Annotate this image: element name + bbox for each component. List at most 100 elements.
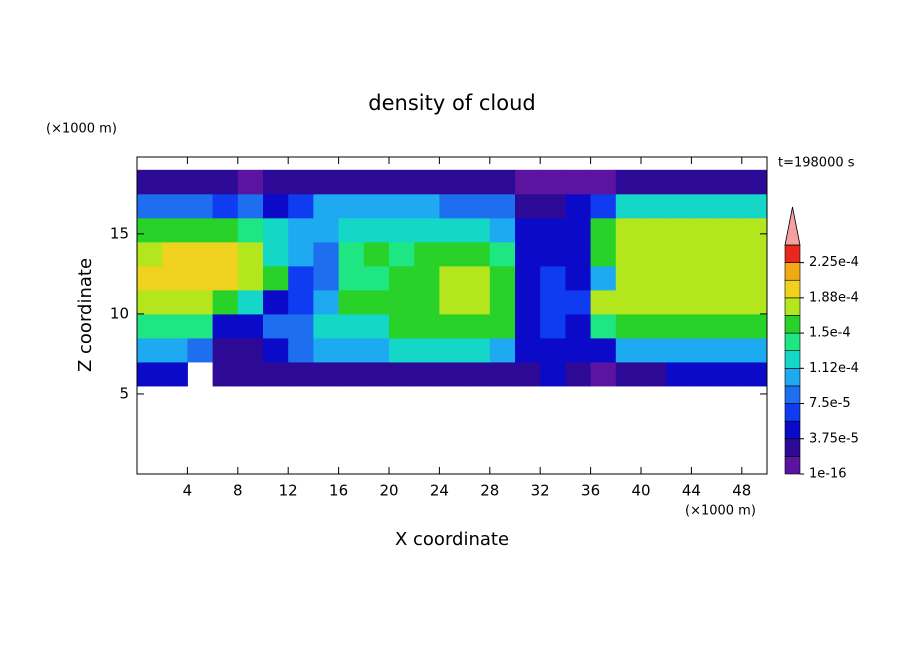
field-cell — [641, 217, 667, 243]
field-cell — [288, 265, 314, 291]
field-cell — [464, 313, 491, 339]
field-cell — [187, 289, 214, 315]
field-cell — [565, 217, 592, 243]
field-cell — [363, 361, 390, 387]
field-cell — [389, 217, 415, 243]
field-cell — [137, 361, 163, 387]
colorbar-band — [784, 368, 801, 387]
field-cell — [389, 169, 415, 195]
field-cell — [363, 337, 390, 363]
field-cell — [162, 289, 188, 315]
colorbar-band — [784, 350, 801, 369]
field-cell — [565, 313, 592, 339]
field-cell — [414, 313, 440, 339]
field-cell — [515, 169, 541, 195]
field-cell — [414, 289, 440, 315]
field-cell — [464, 361, 491, 387]
field-cell — [540, 241, 566, 267]
field-cell — [338, 289, 365, 315]
field-cell — [666, 241, 692, 267]
field-cell — [288, 313, 314, 339]
field-cell — [641, 361, 667, 387]
field-cell — [439, 241, 466, 267]
field-cell — [590, 169, 617, 195]
field-cell — [716, 169, 743, 195]
field-cell — [212, 169, 239, 195]
field-cell — [489, 361, 516, 387]
field-cell — [691, 361, 718, 387]
field-cell — [288, 289, 314, 315]
field-cell — [237, 361, 264, 387]
colorbar-band — [784, 297, 801, 316]
field-cell — [691, 265, 718, 291]
field-cell — [363, 169, 390, 195]
field-cell — [237, 169, 264, 195]
field-cell — [741, 193, 768, 219]
x-tick-label: 16 — [329, 482, 348, 500]
field-cell — [540, 289, 566, 315]
field-cell — [590, 241, 617, 267]
field-cell — [288, 241, 314, 267]
colorbar-band — [784, 456, 801, 475]
field-cell — [741, 337, 768, 363]
field-cell — [162, 337, 188, 363]
field-cell — [641, 241, 667, 267]
colorbar-band — [784, 420, 801, 440]
field-cell — [515, 361, 541, 387]
field-cell — [691, 193, 718, 219]
field-cell — [716, 289, 743, 315]
field-cell — [187, 193, 214, 219]
field-cell — [439, 169, 466, 195]
field-cell — [464, 265, 491, 291]
field-cell — [540, 193, 566, 219]
field-cell — [414, 241, 440, 267]
y-tick-label: 10 — [110, 304, 129, 322]
field-cell — [641, 289, 667, 315]
field-cell — [137, 217, 163, 243]
field-cell — [666, 193, 692, 219]
field-cell — [590, 313, 617, 339]
field-cell — [414, 217, 440, 243]
y-tick-label: 15 — [110, 224, 129, 242]
field-cell — [716, 217, 743, 243]
field-cell — [691, 313, 718, 339]
field-cell — [363, 241, 390, 267]
field-cell — [565, 241, 592, 267]
field-cell — [313, 313, 340, 339]
x-tick-label: 28 — [480, 482, 499, 500]
x-tick-label: 44 — [682, 482, 701, 500]
plot-frame — [136, 156, 768, 475]
field-cell — [212, 337, 239, 363]
x-tick-label: 36 — [581, 482, 600, 500]
time-label: t=198000 s — [778, 156, 855, 171]
field-cell — [338, 241, 365, 267]
field-cell — [237, 193, 264, 219]
field-cell — [666, 361, 692, 387]
field-cell — [288, 217, 314, 243]
field-cell — [439, 217, 466, 243]
colorbar-band — [784, 403, 801, 422]
field-cell — [263, 265, 289, 291]
field-cell — [666, 289, 692, 315]
chart-title: density of cloud — [368, 91, 535, 115]
field-cell — [263, 193, 289, 219]
colorbar-extension — [784, 206, 801, 246]
field-cell — [363, 289, 390, 315]
field-cell — [641, 193, 667, 219]
field-cell — [389, 265, 415, 291]
field-cell — [741, 217, 768, 243]
field-cell — [187, 169, 214, 195]
colorbar-tick-label: 1.12e-4 — [809, 361, 859, 376]
field-cell — [137, 337, 163, 363]
field-cell — [540, 337, 566, 363]
field-cell — [615, 193, 642, 219]
field-cell — [489, 289, 516, 315]
field-cell — [716, 241, 743, 267]
field-cell — [540, 361, 566, 387]
field — [137, 169, 768, 387]
field-cell — [263, 313, 289, 339]
field-cell — [691, 217, 718, 243]
field-cell — [464, 241, 491, 267]
field-cell — [237, 265, 264, 291]
field-cell — [464, 169, 491, 195]
